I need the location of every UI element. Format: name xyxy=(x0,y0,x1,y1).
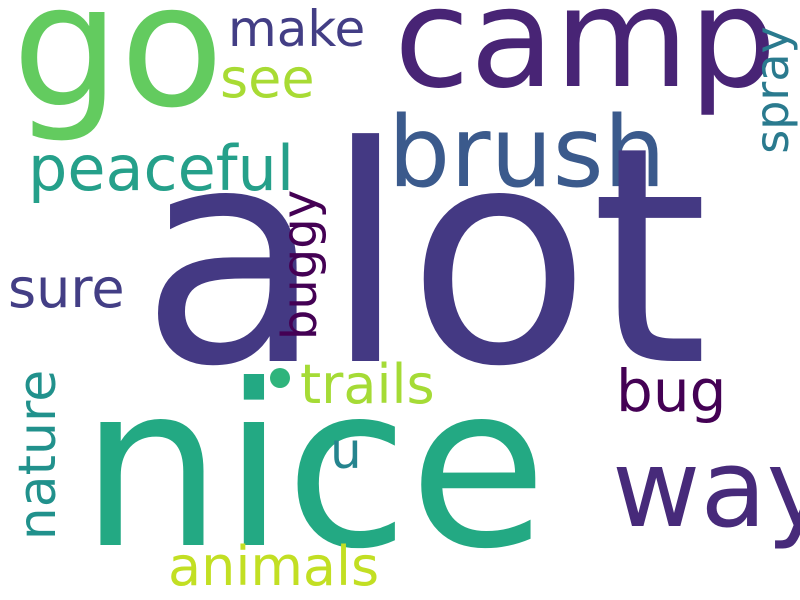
word-go: go xyxy=(12,0,224,146)
word-see: see xyxy=(220,47,315,110)
word-peaceful: peaceful xyxy=(28,132,295,205)
word-bug: bug xyxy=(616,357,727,425)
word-brush: brush xyxy=(388,96,666,210)
word-u: u xyxy=(330,422,362,480)
word-buggy: buggy xyxy=(272,189,328,341)
word-sure: sure xyxy=(8,257,125,320)
word-make: make xyxy=(228,0,366,58)
word-nature: nature xyxy=(8,369,68,541)
word-dot xyxy=(270,368,290,388)
word-animals: animals xyxy=(168,535,380,598)
word-way: way xyxy=(612,427,800,552)
word-spray: spray xyxy=(745,26,799,154)
word-trails: trails xyxy=(300,353,435,416)
word-alot: alot xyxy=(140,83,709,432)
word-nice: nice xyxy=(80,337,548,599)
word-camp: camp xyxy=(394,0,777,119)
